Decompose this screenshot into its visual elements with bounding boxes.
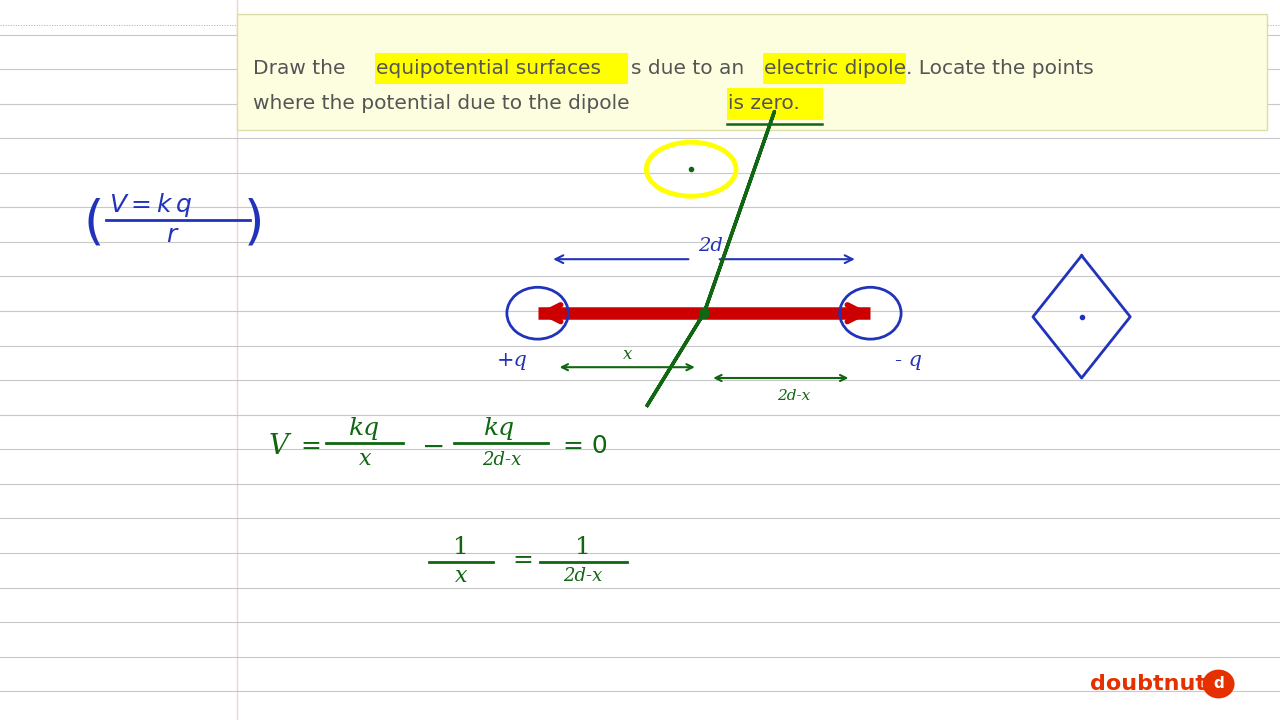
Text: $r$: $r$ xyxy=(166,223,180,248)
Text: =: = xyxy=(512,548,532,572)
Text: doubtnut: doubtnut xyxy=(1089,674,1206,694)
Text: $($: $($ xyxy=(83,197,101,249)
FancyBboxPatch shape xyxy=(727,88,823,120)
Text: 2d-x: 2d-x xyxy=(483,451,521,469)
FancyBboxPatch shape xyxy=(763,53,906,84)
Text: d: d xyxy=(1213,677,1224,691)
Text: s due to an: s due to an xyxy=(631,59,750,78)
Text: . Locate the points: . Locate the points xyxy=(906,59,1094,78)
Text: $)$: $)$ xyxy=(243,197,261,249)
Text: where the potential due to the dipole: where the potential due to the dipole xyxy=(253,94,636,113)
Text: - q: - q xyxy=(895,351,923,369)
FancyBboxPatch shape xyxy=(375,53,628,84)
FancyBboxPatch shape xyxy=(237,14,1267,130)
Text: −: − xyxy=(422,433,445,460)
Text: electric dipole: electric dipole xyxy=(764,59,906,78)
Text: $V = k\,q$: $V = k\,q$ xyxy=(109,192,192,219)
Text: +q: +q xyxy=(497,351,527,369)
Text: x: x xyxy=(358,448,371,469)
Text: V: V xyxy=(269,433,289,460)
Text: x: x xyxy=(454,565,467,587)
Ellipse shape xyxy=(1203,670,1234,698)
Text: Draw the: Draw the xyxy=(253,59,352,78)
Text: = 0: = 0 xyxy=(563,434,608,459)
Text: =: = xyxy=(301,434,321,459)
Text: 2d: 2d xyxy=(698,238,723,256)
Text: is zero.: is zero. xyxy=(728,94,800,113)
Text: kq: kq xyxy=(484,417,515,440)
Text: 2d-x: 2d-x xyxy=(563,567,602,585)
Text: x: x xyxy=(622,346,632,363)
Text: equipotential surfaces: equipotential surfaces xyxy=(376,59,602,78)
Text: kq: kq xyxy=(349,417,380,440)
Text: 1: 1 xyxy=(453,536,468,559)
Text: 1: 1 xyxy=(575,536,590,559)
Text: 2d-x: 2d-x xyxy=(777,389,810,403)
